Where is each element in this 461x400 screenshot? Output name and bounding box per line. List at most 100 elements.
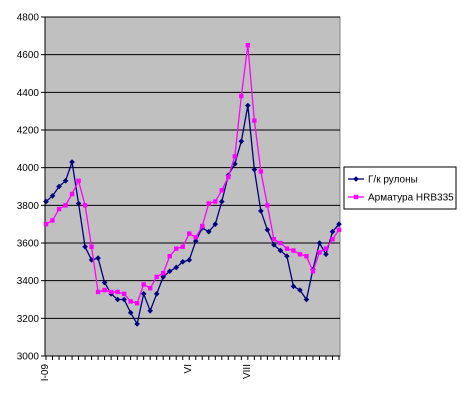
data-point <box>245 102 251 109</box>
data-point <box>212 221 219 227</box>
data-point <box>297 252 303 257</box>
x-tick-label: VI <box>183 364 194 373</box>
data-point <box>226 174 231 180</box>
data-point <box>102 287 107 293</box>
data-point <box>239 93 244 99</box>
legend-label: Г/к рулоны <box>368 175 418 186</box>
data-point <box>95 255 101 261</box>
y-tick-label: 3800 <box>17 201 40 212</box>
data-point <box>166 268 173 275</box>
data-point <box>317 250 322 255</box>
data-point <box>323 246 329 251</box>
data-point <box>134 301 140 306</box>
data-point <box>147 308 153 314</box>
data-point <box>251 166 258 173</box>
series-layer <box>43 43 342 327</box>
data-point <box>297 287 303 293</box>
data-point <box>271 237 277 242</box>
data-point <box>219 188 224 193</box>
legend-box <box>343 166 457 210</box>
series-line <box>45 45 340 305</box>
data-point <box>115 289 120 295</box>
legend-label: Арматура HRB335 <box>368 193 454 204</box>
data-point <box>108 289 114 295</box>
data-point <box>219 198 225 205</box>
y-tick-label: 4000 <box>17 163 40 174</box>
data-point <box>187 231 192 236</box>
legend-marker <box>353 176 359 182</box>
data-point <box>323 251 329 258</box>
data-point <box>192 238 199 244</box>
data-point <box>336 227 342 233</box>
data-point <box>252 118 257 123</box>
y-tick-label: 4800 <box>17 13 40 24</box>
legend-entry: Г/к рулоны <box>348 175 418 186</box>
data-point <box>95 289 101 295</box>
data-point <box>271 242 277 248</box>
data-point <box>153 291 160 297</box>
data-point <box>232 154 238 159</box>
y-tick-label: 3000 <box>17 352 40 363</box>
data-point <box>213 199 218 204</box>
y-axis: 3000 3200 3400 3600 3800 4000 4200 4400 4600 4800 <box>17 13 46 363</box>
data-point <box>75 200 82 207</box>
legend: Г/к рулоны Арматура HRB335 <box>343 166 457 210</box>
data-point <box>43 221 49 227</box>
data-point <box>206 201 211 206</box>
data-point <box>76 178 81 184</box>
plot-area <box>44 16 341 357</box>
data-point <box>179 259 186 265</box>
data-point <box>336 221 342 227</box>
legend-marker <box>353 194 359 200</box>
data-point <box>232 161 238 167</box>
data-point <box>258 169 264 174</box>
data-point <box>69 159 75 165</box>
data-point <box>173 264 180 271</box>
data-point <box>238 138 245 145</box>
data-point <box>264 227 271 233</box>
data-point <box>303 296 310 303</box>
data-point <box>284 253 290 259</box>
y-tick-label: 4600 <box>17 50 40 61</box>
data-point <box>290 283 297 290</box>
gridlines <box>45 16 340 357</box>
data-point <box>141 282 146 287</box>
data-point <box>101 279 108 286</box>
series-1 <box>43 102 342 327</box>
data-point <box>329 228 336 235</box>
data-point <box>258 208 264 214</box>
data-point <box>88 257 95 263</box>
series-line <box>45 105 340 326</box>
data-point <box>63 203 68 208</box>
data-point <box>278 240 283 246</box>
data-point <box>82 243 88 250</box>
data-point <box>186 257 193 263</box>
data-point <box>304 253 309 259</box>
data-point <box>121 291 127 297</box>
data-point <box>82 203 88 208</box>
y-tick-label: 3400 <box>17 276 40 287</box>
data-point <box>56 206 62 212</box>
y-tick-label: 4400 <box>17 88 40 99</box>
data-point <box>193 235 198 240</box>
data-point <box>56 183 62 190</box>
data-point <box>128 299 133 304</box>
data-point <box>121 296 127 303</box>
data-point <box>160 274 166 280</box>
data-point <box>62 178 69 184</box>
x-tick-label: VIII <box>242 364 253 379</box>
y-tick-label: 3200 <box>17 314 40 325</box>
data-point <box>265 203 270 208</box>
y-tick-label: 4200 <box>17 126 40 137</box>
data-point <box>43 198 49 205</box>
legend-entry: Арматура HRB335 <box>348 193 454 204</box>
data-point <box>316 240 323 246</box>
y-tick-label: 3600 <box>17 239 40 250</box>
data-point <box>134 321 140 327</box>
data-point <box>167 253 172 259</box>
data-point <box>114 296 121 303</box>
data-point <box>330 237 335 242</box>
data-point <box>140 291 147 297</box>
